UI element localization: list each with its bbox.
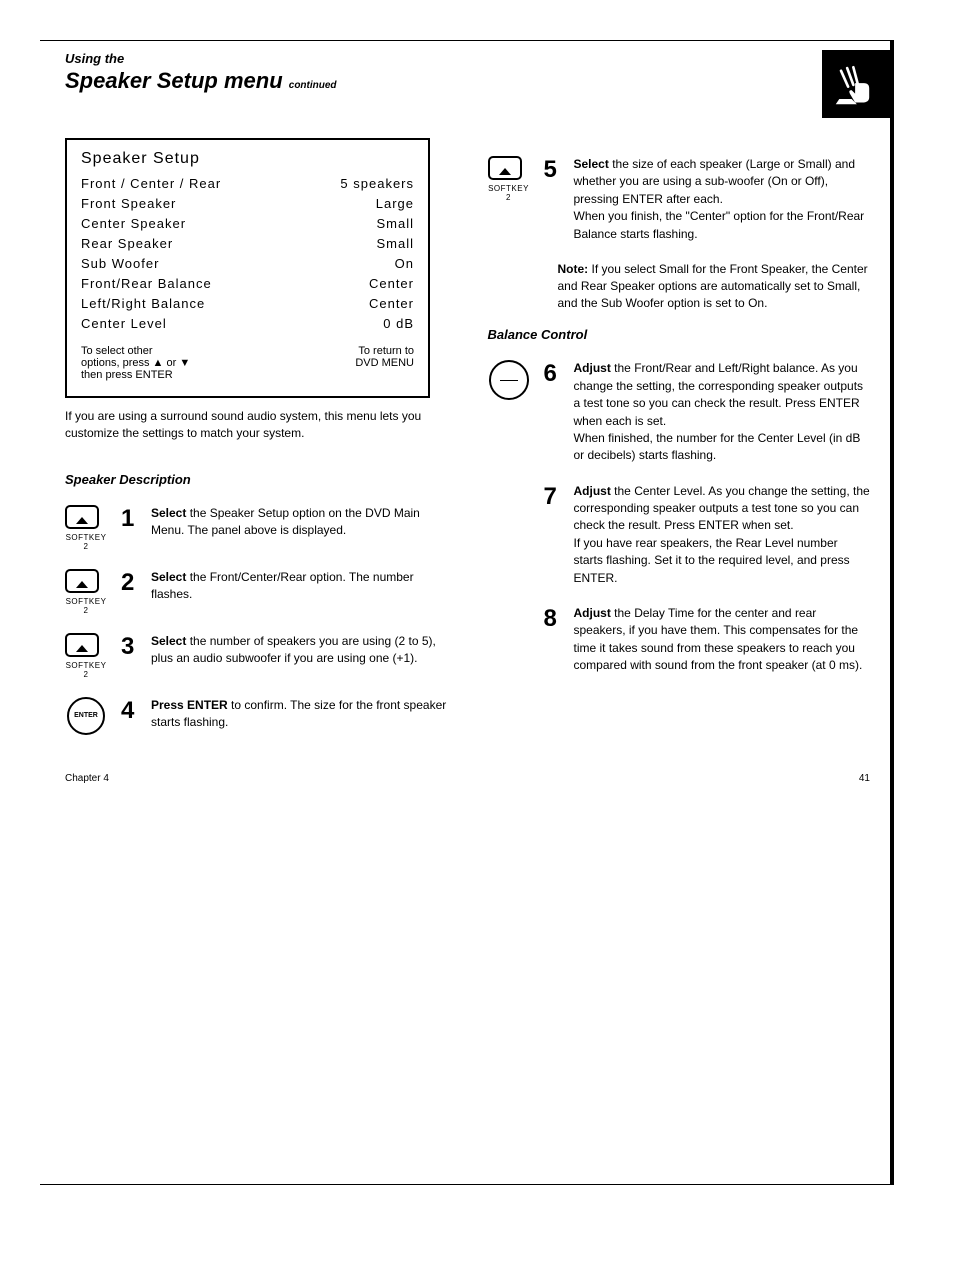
step-7: 7 Adjust the Center Level. As you change… [488,483,871,587]
step-number: 5 [544,156,560,184]
display-row: Front/Rear BalanceCenter [81,276,414,291]
step-4: ENTER 4 Press ENTER to confirm. The size… [65,697,448,735]
section-speaker-desc: Speaker Description [65,472,448,487]
adjust-button-icon [489,360,529,400]
enter-button-icon: ENTER [67,697,105,735]
step-number: 7 [544,483,560,511]
header-pretitle: Using the [65,51,337,66]
step-3: SOFTKEY 2 3 Select the number of speaker… [65,633,448,679]
step-8: 8 Adjust the Delay Time for the center a… [488,605,871,675]
page-title: Speaker Setup menu continued [65,68,337,94]
section-balance-control: Balance Control [488,327,871,342]
display-row: Left/Right BalanceCenter [81,296,414,311]
softkey-icon [65,633,99,657]
display-row: Front / Center / Rear5 speakers [81,176,414,191]
step-number: 2 [121,569,137,597]
softkey-icon [65,569,99,593]
step-number: 6 [544,360,560,388]
note-block: Note: If you select Small for the Front … [558,261,871,311]
softkey-icon [488,156,522,180]
display-hint-right: To return to DVD MENU [355,345,414,381]
display-row: Front SpeakerLarge [81,196,414,211]
display-panel: Speaker Setup Front / Center / Rear5 spe… [65,138,430,398]
display-row: Center Level0 dB [81,316,414,331]
softkey-label: SOFTKEY 2 [65,597,107,615]
softkey-label: SOFTKEY 2 [488,184,530,202]
step-text: Select the size of each speaker (Large o… [574,156,871,243]
step-text: Adjust the Delay Time for the center and… [574,605,871,675]
step-2: SOFTKEY 2 2 Select the Front/Center/Rear… [65,569,448,615]
softkey-label: SOFTKEY 2 [65,533,107,551]
hand-press-icon [822,50,890,118]
step-5: SOFTKEY 2 5 Select the size of each spea… [488,156,871,243]
step-text: Select the number of speakers you are us… [151,633,448,668]
display-row: Rear SpeakerSmall [81,236,414,251]
footer-chapter: Chapter 4 [65,773,109,784]
step-1: SOFTKEY 2 1 Select the Speaker Setup opt… [65,505,448,551]
step-text: Press ENTER to confirm. The size for the… [151,697,448,732]
footer-page-number: 41 [859,773,870,784]
step-number: 8 [544,605,560,633]
step-text: Select the Speaker Setup option on the D… [151,505,448,540]
step-text: Select the Front/Center/Rear option. The… [151,569,448,604]
display-title: Speaker Setup [81,150,414,168]
continued-tag: continued [289,80,337,91]
step-number: 3 [121,633,137,661]
step-number: 1 [121,505,137,533]
step-text: Adjust the Front/Rear and Left/Right bal… [574,360,871,464]
step-6: 6 Adjust the Front/Rear and Left/Right b… [488,360,871,464]
softkey-icon [65,505,99,529]
step-text: Adjust the Center Level. As you change t… [574,483,871,587]
intro-text: If you are using a surround sound audio … [65,408,448,442]
softkey-label: SOFTKEY 2 [65,661,107,679]
display-hint-left: To select other options, press ▲ or ▼ th… [81,345,190,381]
step-number: 4 [121,697,137,725]
display-row: Sub WooferOn [81,256,414,271]
display-row: Center SpeakerSmall [81,216,414,231]
